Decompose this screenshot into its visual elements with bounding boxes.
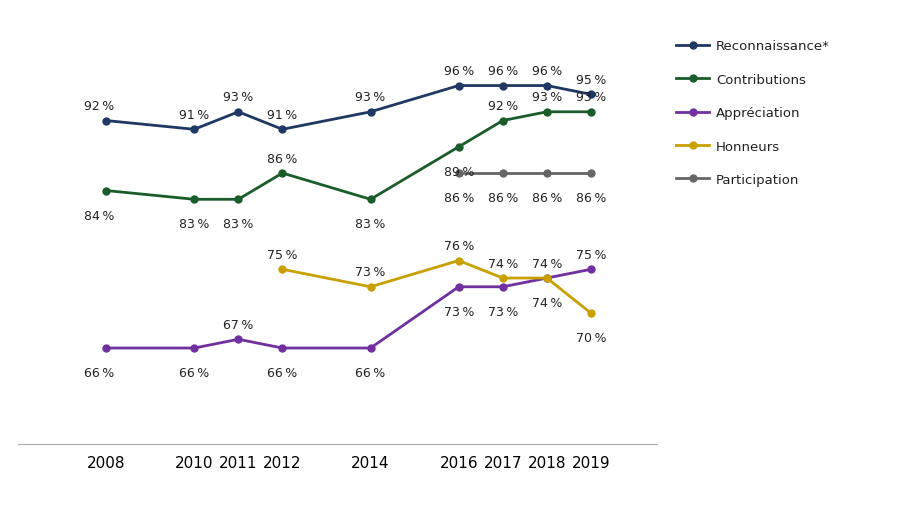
Line: Honneurs: Honneurs [279, 258, 594, 317]
Text: 74 %: 74 % [532, 296, 562, 310]
Reconnaissance* [498, 83, 508, 89]
Reconnaissance* [542, 83, 553, 89]
Text: 76 %: 76 % [444, 240, 474, 252]
Text: 83 %: 83 % [356, 218, 386, 231]
Contributions [101, 188, 112, 194]
Text: 86 %: 86 % [488, 192, 517, 205]
Text: 83 %: 83 % [223, 218, 254, 231]
Text: 66 %: 66 % [84, 366, 114, 379]
Text: 86 %: 86 % [267, 153, 298, 165]
Text: 75 %: 75 % [267, 248, 298, 262]
Contributions [189, 197, 200, 203]
Text: 67 %: 67 % [223, 318, 254, 331]
Text: 84 %: 84 % [84, 209, 114, 222]
Text: 93 %: 93 % [356, 91, 386, 104]
Text: 66 %: 66 % [179, 366, 210, 379]
Reconnaissance* [365, 110, 376, 116]
Participation [454, 171, 464, 177]
Line: Reconnaissance*: Reconnaissance* [103, 83, 594, 133]
Reconnaissance* [454, 83, 464, 89]
Reconnaissance* [586, 92, 597, 98]
Appréciation [586, 267, 597, 273]
Contributions [365, 197, 376, 203]
Text: 96 %: 96 % [488, 65, 517, 78]
Appréciation [542, 275, 553, 281]
Line: Appréciation: Appréciation [103, 266, 594, 352]
Text: 70 %: 70 % [576, 331, 606, 344]
Contributions [498, 118, 508, 124]
Reconnaissance* [233, 110, 244, 116]
Honneurs [454, 258, 464, 264]
Text: 91 %: 91 % [267, 109, 298, 122]
Honneurs [542, 275, 553, 281]
Contributions [542, 110, 553, 116]
Appréciation [365, 345, 376, 351]
Text: 93 %: 93 % [576, 91, 606, 104]
Text: 75 %: 75 % [576, 248, 606, 262]
Reconnaissance* [101, 118, 112, 124]
Text: 66 %: 66 % [267, 366, 298, 379]
Contributions [277, 171, 288, 177]
Participation [498, 171, 508, 177]
Text: 86 %: 86 % [444, 192, 474, 205]
Text: 86 %: 86 % [532, 192, 562, 205]
Participation [542, 171, 553, 177]
Text: 73 %: 73 % [356, 266, 386, 279]
Appréciation [498, 284, 508, 290]
Line: Contributions: Contributions [103, 109, 594, 204]
Contributions [586, 110, 597, 116]
Appréciation [277, 345, 288, 351]
Honneurs [586, 311, 597, 317]
Honneurs [498, 275, 508, 281]
Reconnaissance* [189, 127, 200, 133]
Text: 93 %: 93 % [223, 91, 254, 104]
Line: Participation: Participation [455, 170, 594, 177]
Text: 95 %: 95 % [576, 74, 606, 87]
Text: 86 %: 86 % [576, 192, 606, 205]
Text: 89 %: 89 % [444, 166, 474, 178]
Honneurs [365, 284, 376, 290]
Reconnaissance* [277, 127, 288, 133]
Appréciation [454, 284, 464, 290]
Contributions [233, 197, 244, 203]
Text: 73 %: 73 % [488, 305, 517, 318]
Text: 73 %: 73 % [444, 305, 474, 318]
Honneurs [277, 267, 288, 273]
Text: 92 %: 92 % [488, 100, 517, 113]
Text: 83 %: 83 % [179, 218, 210, 231]
Text: 96 %: 96 % [444, 65, 473, 78]
Text: 91 %: 91 % [179, 109, 210, 122]
Appréciation [189, 345, 200, 351]
Legend: Reconnaissance*, Contributions, Appréciation, Honneurs, Participation: Reconnaissance*, Contributions, Apprécia… [677, 40, 830, 187]
Text: 93 %: 93 % [532, 91, 562, 104]
Participation [586, 171, 597, 177]
Text: 74 %: 74 % [532, 257, 562, 270]
Contributions [454, 144, 464, 150]
Text: 96 %: 96 % [532, 65, 562, 78]
Text: 74 %: 74 % [488, 257, 517, 270]
Text: 66 %: 66 % [356, 366, 386, 379]
Text: 92 %: 92 % [84, 100, 114, 113]
Appréciation [233, 337, 244, 343]
Appréciation [101, 345, 112, 351]
